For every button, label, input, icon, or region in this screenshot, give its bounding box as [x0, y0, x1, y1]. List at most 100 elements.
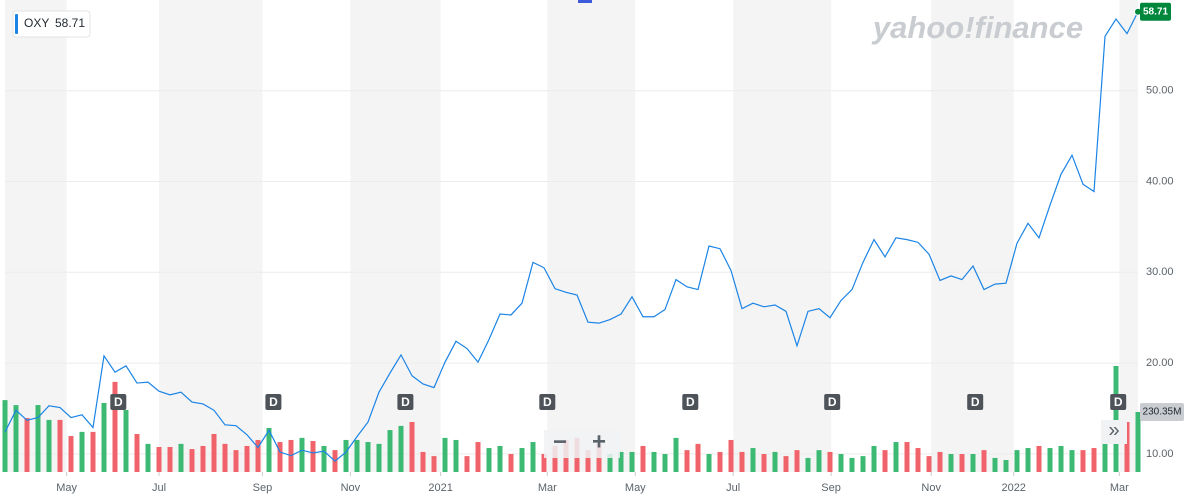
legend-swatch [15, 14, 18, 34]
volume-bar [761, 454, 767, 472]
volume-bar [35, 405, 41, 472]
volume-bar [772, 451, 778, 472]
volume-bar [1025, 448, 1031, 472]
volume-bar [420, 451, 426, 472]
volume-bar [167, 446, 173, 472]
price-tag [1140, 2, 1171, 21]
y-tick-label: 50.00 [1146, 85, 1174, 97]
volume-bar [838, 454, 844, 472]
volume-bar [1124, 421, 1130, 472]
dividend-marker [824, 394, 841, 410]
zoom-out[interactable]: − [553, 428, 567, 455]
month-bands [5, 0, 1138, 472]
volume-bar [1102, 421, 1108, 472]
watermark: yahoo!finance [871, 10, 1083, 45]
month-band [733, 0, 832, 472]
volume-bar [585, 450, 591, 472]
volume-bar [651, 451, 657, 472]
volume-bar [717, 451, 723, 472]
x-tick-label: Jul [152, 482, 166, 494]
volume-bar [255, 439, 261, 472]
volume-bar [134, 433, 140, 472]
month-band [931, 0, 1014, 472]
volume-bar [1003, 460, 1009, 472]
y-tick-label: 20.00 [1146, 357, 1174, 369]
dividend-marker [397, 394, 414, 410]
month-band [5, 0, 67, 472]
x-tick-label: Mar [538, 482, 557, 494]
x-tick-label: Nov [921, 482, 941, 494]
volume-bar [1069, 450, 1075, 472]
top-marker [578, 0, 592, 3]
volume-bar [662, 454, 668, 472]
month-band [547, 0, 636, 472]
dividend-label: D [828, 395, 837, 409]
expand-button[interactable]: » [1108, 419, 1119, 441]
volume-bar [508, 454, 514, 472]
legend-box [12, 10, 91, 38]
volume-bar [860, 456, 866, 472]
volume-bar [189, 449, 195, 472]
month-band [350, 0, 441, 472]
volume-bar [607, 454, 613, 472]
volume-bar [354, 439, 360, 472]
y-tick-label: 30.00 [1146, 266, 1174, 278]
volume-tag-label: 230.35M [1143, 407, 1182, 418]
expand-button-bg[interactable] [1101, 420, 1127, 444]
dividend-marker [967, 394, 984, 410]
dividend-label: D [269, 395, 278, 409]
dividend-marker [1110, 394, 1127, 410]
dividend-marker [110, 394, 127, 410]
legend-value: 58.71 [55, 16, 85, 30]
dividend-label: D [401, 395, 410, 409]
volume-bar [882, 450, 888, 472]
volume-bar [266, 427, 272, 472]
dividend-marker [265, 394, 282, 410]
zoom-controls [544, 430, 620, 458]
volume-bar [244, 445, 250, 472]
volume-bar [277, 442, 283, 472]
volume-bar [981, 450, 987, 472]
volume-bar [1058, 445, 1064, 472]
volume-bar [948, 454, 954, 472]
volume-bar [937, 451, 943, 472]
dividend-marker [682, 394, 699, 410]
x-tick-label: Mar [1110, 482, 1129, 494]
volume-bar [673, 437, 679, 472]
volume-bar [68, 436, 74, 472]
volume-bar [541, 454, 547, 472]
x-tick-label: Sep [253, 482, 273, 494]
dividend-marker [539, 394, 556, 410]
volume-bar [486, 448, 492, 472]
legend: OXY 58.71 [12, 10, 91, 38]
x-tick-label: May [625, 482, 646, 494]
x-tick-label: Sep [821, 482, 841, 494]
volume-bar [706, 454, 712, 472]
volume-bar [409, 421, 415, 472]
dividend-label: D [114, 395, 123, 409]
volume-bar [112, 381, 118, 472]
volume-bar [970, 454, 976, 472]
volume-bar [926, 456, 932, 472]
volume-bar [233, 450, 239, 472]
volume-bar [475, 442, 481, 472]
volume-bar [464, 456, 470, 472]
volume-bar [959, 454, 965, 472]
volume-bar [145, 443, 151, 472]
volume-bar [1080, 450, 1086, 472]
volume-bar [2, 400, 8, 472]
volume-bar [552, 445, 558, 472]
volume-bar [915, 448, 921, 472]
volume-bar [46, 419, 52, 472]
volume-bar [794, 450, 800, 472]
month-band [1119, 0, 1138, 472]
zoom-in[interactable]: + [592, 428, 606, 455]
volume-bar [1047, 448, 1053, 472]
volume-bar [365, 442, 371, 472]
volume-bar [431, 456, 437, 472]
plot: May Jul Sep Nov 2021 Mar May Jul Sep Nov 2022 Mar 10… [2, 2, 1184, 494]
price-tag-label: 58.71 [1143, 6, 1168, 17]
volume-bar [453, 439, 459, 472]
volume-bar [519, 448, 525, 472]
volume-bar [156, 446, 162, 472]
